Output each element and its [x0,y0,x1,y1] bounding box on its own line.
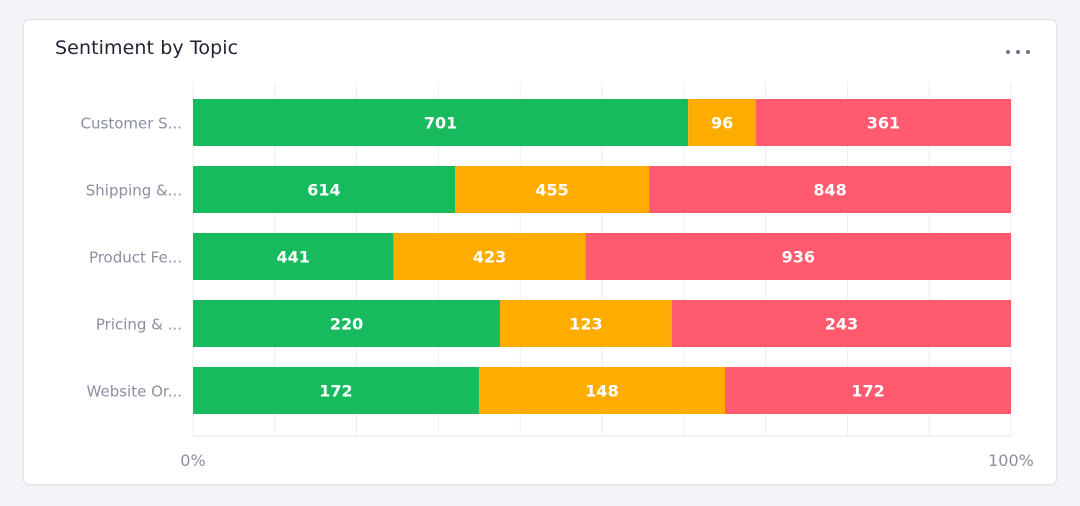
bar-segment [755,99,1011,146]
bar-data-label: 148 [585,382,618,401]
more-options-icon-dot [1026,50,1030,54]
category-label: Shipping &... [86,182,182,200]
bar-segment [193,300,501,347]
bar-segment [193,99,689,146]
x-tick-label: 0% [180,451,205,470]
chart-card: Sentiment by Topic 701 96 361 Customer S...… [23,19,1057,485]
bar-data-label: 172 [319,382,352,401]
bar-data-label: 936 [782,248,815,267]
bar-segment [725,367,1011,414]
bar-data-label: 848 [813,181,846,200]
bar-segment [671,300,1011,347]
more-options-button[interactable] [1006,42,1030,62]
bar-segment [193,233,394,280]
bar-data-label: 96 [711,114,733,133]
bar-data-label: 441 [277,248,310,267]
bar-segment [193,166,455,213]
sentiment-chart: 701 96 361 Customer S... 614 455 848 Shipping &… [81,82,1034,470]
bar-segment [393,233,586,280]
category-label: Website Or... [87,383,182,401]
more-options-icon-dot [1006,50,1010,54]
bar-segment [478,367,726,414]
bar-segment [500,300,672,347]
bar-data-label: 423 [473,248,506,267]
bar-segment [193,367,479,414]
bar-data-label: 243 [825,315,858,334]
x-tick-label: 100% [988,451,1034,470]
bar-data-label: 455 [535,181,568,200]
category-label: Product Fe... [89,249,182,267]
bar-segment [585,233,1011,280]
category-label: Pricing & ... [96,316,182,334]
bar-data-label: 172 [851,382,884,401]
bar-data-label: 220 [330,315,363,334]
bar-segment [649,166,1011,213]
more-options-icon-dot [1016,50,1020,54]
bar-data-label: 614 [307,181,340,200]
category-label: Customer S... [81,115,182,133]
bar-data-label: 701 [424,114,457,133]
bar-data-label: 123 [569,315,602,334]
bar-segment [688,99,756,146]
card-title: Sentiment by Topic [55,37,239,59]
bar-segment [454,166,650,213]
bar-data-label: 361 [867,114,900,133]
